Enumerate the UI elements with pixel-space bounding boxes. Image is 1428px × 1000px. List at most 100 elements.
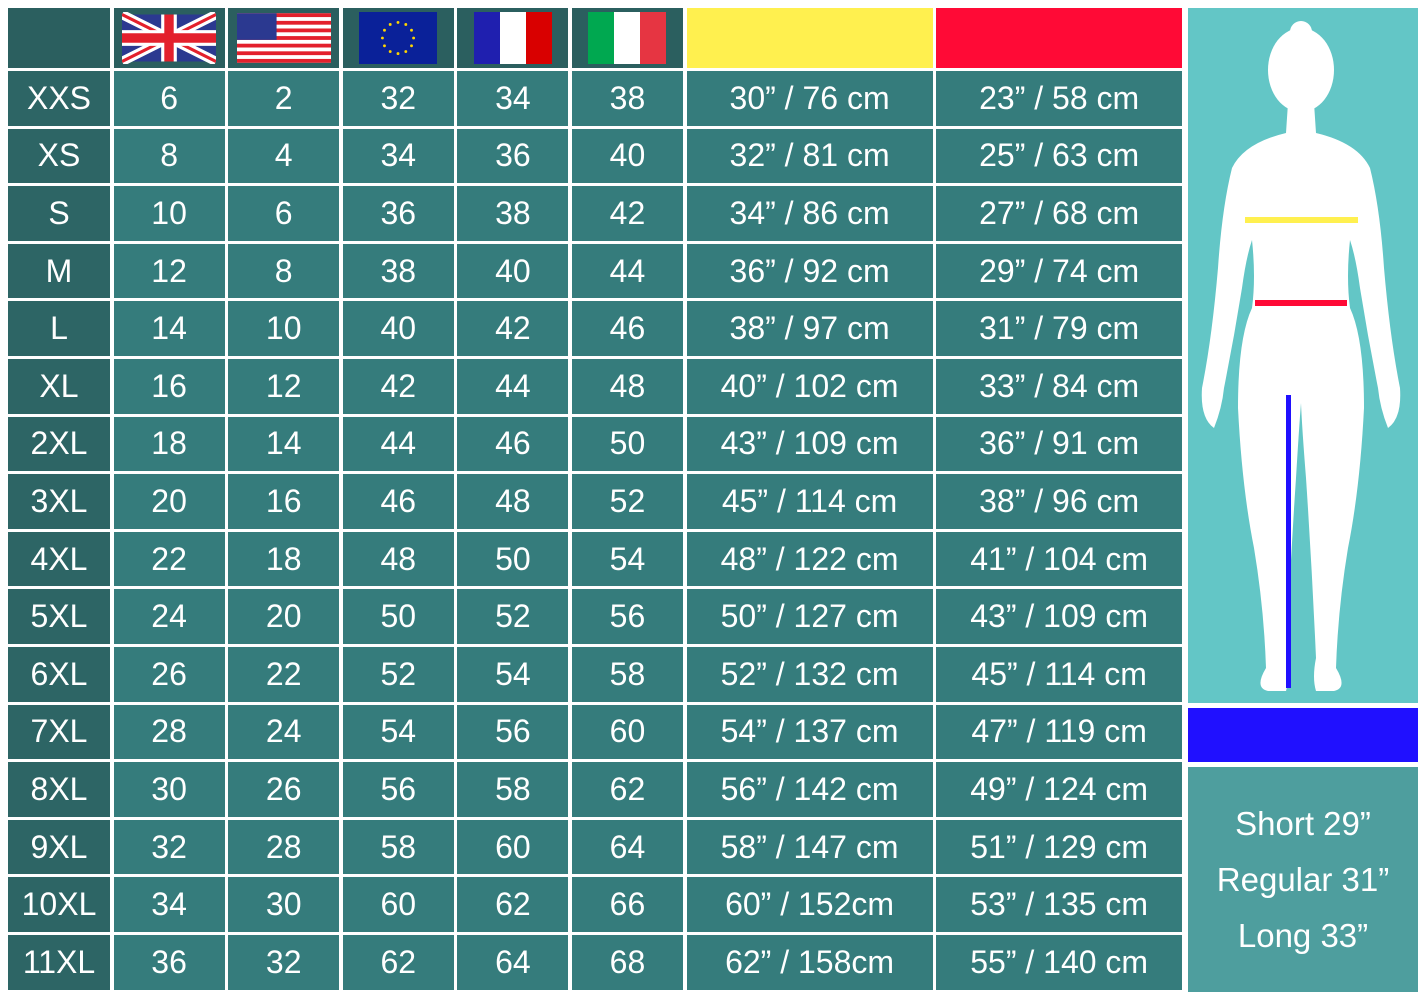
cell-size: XXS	[8, 71, 110, 126]
cell-it: 68	[571, 934, 683, 990]
cell-bust: 48” / 122 cm	[686, 531, 933, 587]
cell-size: 3XL	[8, 474, 110, 529]
cell-us: 28	[228, 819, 340, 875]
cell-waist: 53” / 135 cm	[936, 877, 1183, 932]
cell-fr: 42	[457, 301, 569, 356]
cell-waist: 41” / 104 cm	[936, 531, 1183, 587]
cell-it: 62	[571, 762, 683, 817]
cell-us: 32	[228, 934, 340, 990]
us-flag-icon	[236, 13, 331, 63]
cell-it: 38	[571, 71, 683, 126]
cell-size: XS	[8, 128, 110, 184]
uk-flag-icon	[122, 12, 217, 64]
cell-it: 52	[571, 474, 683, 529]
cell-fr: 62	[457, 877, 569, 932]
cell-it: 60	[571, 704, 683, 760]
cell-fr: 36	[457, 128, 569, 184]
cell-size: 5XL	[8, 589, 110, 644]
waist-line	[1255, 300, 1347, 306]
cell-uk: 30	[113, 762, 225, 817]
cell-waist: 33” / 84 cm	[936, 358, 1183, 414]
cell-eu: 40	[342, 301, 454, 356]
cell-it: 46	[571, 301, 683, 356]
cell-waist: 25” / 63 cm	[936, 128, 1183, 184]
cell-waist: 38” / 96 cm	[936, 474, 1183, 529]
cell-bust: 52” / 132 cm	[686, 646, 933, 702]
cell-bust: 60” / 152cm	[686, 877, 933, 932]
cell-bust: 54” / 137 cm	[686, 704, 933, 760]
cell-size: 7XL	[8, 704, 110, 760]
cell-fr: 46	[457, 416, 569, 472]
cell-uk: 14	[113, 301, 225, 356]
cell-uk: 16	[113, 358, 225, 414]
cell-fr: 38	[457, 186, 569, 241]
cell-uk: 22	[113, 531, 225, 587]
cell-it: 40	[571, 128, 683, 184]
cell-size: XL	[8, 358, 110, 414]
cell-it: 54	[571, 531, 683, 587]
cell-eu: 36	[342, 186, 454, 241]
header-uk-flag	[113, 8, 225, 68]
cell-bust: 45” / 114 cm	[686, 474, 933, 529]
cell-waist: 51” / 129 cm	[936, 819, 1183, 875]
cell-fr: 52	[457, 589, 569, 644]
cell-it: 58	[571, 646, 683, 702]
cell-bust: 58” / 147 cm	[686, 819, 933, 875]
cell-fr: 64	[457, 934, 569, 990]
inseam-short: Short 29”	[1235, 804, 1371, 842]
cell-waist: 47” / 119 cm	[936, 704, 1183, 760]
body-measurement-figure	[1188, 8, 1418, 703]
cell-fr: 60	[457, 819, 569, 875]
cell-fr: 56	[457, 704, 569, 760]
cell-uk: 28	[113, 704, 225, 760]
inseam-line	[1286, 395, 1291, 688]
cell-us: 20	[228, 589, 340, 644]
cell-waist: 36” / 91 cm	[936, 416, 1183, 472]
cell-fr: 34	[457, 71, 569, 126]
cell-fr: 48	[457, 474, 569, 529]
cell-uk: 6	[113, 71, 225, 126]
cell-size: 10XL	[8, 877, 110, 932]
cell-us: 24	[228, 704, 340, 760]
cell-eu: 56	[342, 762, 454, 817]
cell-fr: 44	[457, 358, 569, 414]
cell-bust: 43” / 109 cm	[686, 416, 933, 472]
inseam-long: Long 33”	[1237, 916, 1369, 954]
cell-uk: 18	[113, 416, 225, 472]
header-italy-flag	[571, 8, 683, 68]
cell-us: 8	[228, 243, 340, 299]
cell-waist: 45” / 114 cm	[936, 646, 1183, 702]
cell-waist: 23” / 58 cm	[936, 71, 1183, 126]
cell-us: 18	[228, 531, 340, 587]
cell-eu: 52	[342, 646, 454, 702]
cell-uk: 20	[113, 474, 225, 529]
cell-uk: 12	[113, 243, 225, 299]
cell-it: 48	[571, 358, 683, 414]
cell-size: L	[8, 301, 110, 356]
cell-fr: 54	[457, 646, 569, 702]
cell-it: 42	[571, 186, 683, 241]
cell-eu: 58	[342, 819, 454, 875]
cell-us: 26	[228, 762, 340, 817]
cell-it: 66	[571, 877, 683, 932]
cell-uk: 10	[113, 186, 225, 241]
cell-us: 14	[228, 416, 340, 472]
cell-eu: 34	[342, 128, 454, 184]
cell-waist: 55” / 140 cm	[936, 934, 1183, 990]
cell-us: 4	[228, 128, 340, 184]
cell-eu: 46	[342, 474, 454, 529]
cell-bust: 32” / 81 cm	[686, 128, 933, 184]
cell-eu: 50	[342, 589, 454, 644]
cell-eu: 38	[342, 243, 454, 299]
eu-flag-icon	[359, 12, 438, 64]
cell-size: 4XL	[8, 531, 110, 587]
cell-uk: 26	[113, 646, 225, 702]
cell-waist: 31” / 79 cm	[936, 301, 1183, 356]
cell-eu: 32	[342, 71, 454, 126]
header-waist-color	[936, 8, 1183, 68]
cell-eu: 60	[342, 877, 454, 932]
cell-size: 8XL	[8, 762, 110, 817]
inseam-regular: Regular 31”	[1216, 860, 1390, 898]
cell-size: 11XL	[8, 934, 110, 990]
cell-eu: 54	[342, 704, 454, 760]
